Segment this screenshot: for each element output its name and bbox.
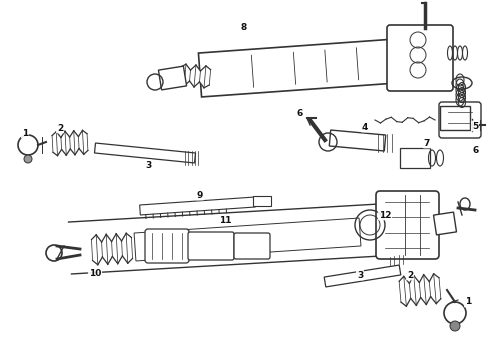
Polygon shape <box>52 130 88 156</box>
Polygon shape <box>69 204 382 274</box>
Text: 1: 1 <box>22 129 28 138</box>
Polygon shape <box>434 212 457 235</box>
Text: 6: 6 <box>297 108 303 117</box>
Text: 7: 7 <box>424 139 430 148</box>
FancyBboxPatch shape <box>376 191 439 259</box>
Text: 2: 2 <box>57 123 63 132</box>
Polygon shape <box>92 233 132 265</box>
Circle shape <box>24 155 32 163</box>
Text: 8: 8 <box>241 23 247 32</box>
FancyBboxPatch shape <box>387 25 453 91</box>
FancyBboxPatch shape <box>439 102 481 138</box>
Text: 2: 2 <box>407 270 413 279</box>
Circle shape <box>450 321 460 331</box>
Text: 1: 1 <box>465 297 471 306</box>
Bar <box>400 148 430 168</box>
Bar <box>253 196 271 206</box>
Text: 3: 3 <box>145 161 151 170</box>
Polygon shape <box>329 130 386 151</box>
Polygon shape <box>95 143 196 163</box>
Polygon shape <box>198 38 412 97</box>
Text: 4: 4 <box>362 122 368 131</box>
FancyBboxPatch shape <box>234 233 270 259</box>
Polygon shape <box>158 66 187 90</box>
Text: 6: 6 <box>473 145 479 154</box>
FancyBboxPatch shape <box>145 229 189 263</box>
Text: 5: 5 <box>472 122 478 131</box>
Text: 12: 12 <box>379 211 391 220</box>
Polygon shape <box>140 197 255 215</box>
Polygon shape <box>399 274 441 306</box>
Polygon shape <box>179 64 211 88</box>
Text: 10: 10 <box>89 269 101 278</box>
Text: 11: 11 <box>219 216 231 225</box>
Polygon shape <box>134 218 361 261</box>
Text: 3: 3 <box>357 270 363 279</box>
Polygon shape <box>440 106 470 130</box>
Text: 9: 9 <box>197 190 203 199</box>
FancyBboxPatch shape <box>188 232 234 260</box>
Polygon shape <box>324 265 401 287</box>
